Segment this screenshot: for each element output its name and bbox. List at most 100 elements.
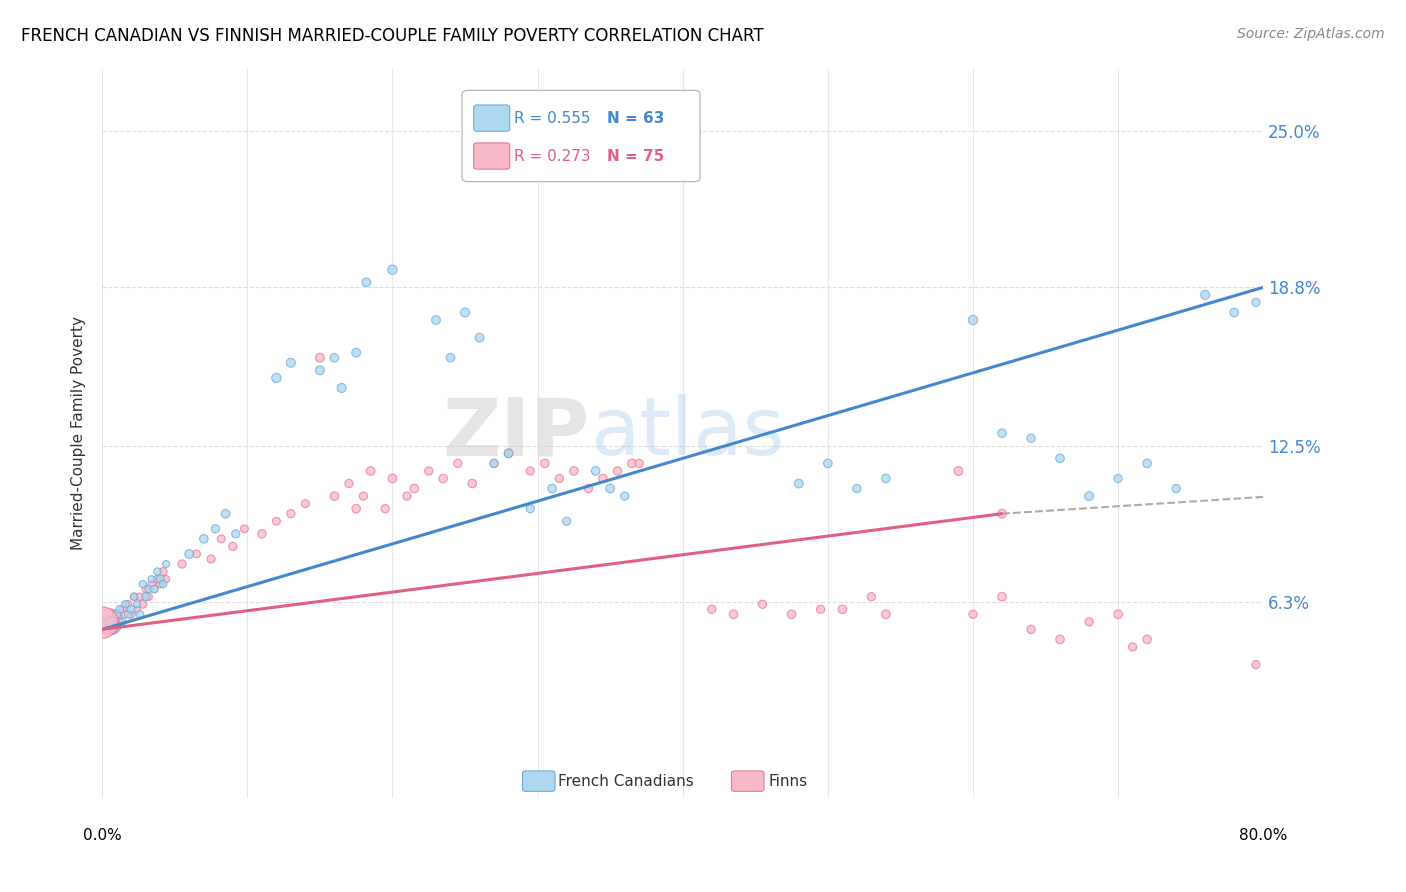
Text: N = 63: N = 63 [607,111,665,126]
Point [592,471,614,485]
Point [381,471,404,485]
Point [309,351,332,365]
Point [138,590,160,604]
Point [599,482,621,496]
Point [122,590,145,604]
Point [141,572,163,586]
Point [787,476,810,491]
Point [360,464,382,478]
Point [250,526,273,541]
Point [519,464,541,478]
Point [875,607,897,622]
Point [309,363,332,377]
Point [214,507,236,521]
Point [125,602,148,616]
Point [117,597,139,611]
Point [991,426,1014,441]
Point [105,607,128,622]
Point [141,577,163,591]
Point [108,602,131,616]
Y-axis label: Married-Couple Family Poverty: Married-Couple Family Poverty [72,316,86,550]
Text: French Canadians: French Canadians [558,773,695,789]
Point [425,313,447,327]
Point [860,590,883,604]
Point [200,552,222,566]
Point [700,602,723,616]
Point [519,501,541,516]
Point [991,590,1014,604]
Point [143,582,166,596]
Point [1078,489,1101,503]
Point [432,471,454,485]
Point [356,275,378,289]
Point [1194,288,1216,302]
Point [498,154,520,169]
Point [454,305,477,319]
Point [111,602,134,616]
Point [179,547,201,561]
Point [103,623,125,637]
Point [831,602,853,616]
Point [845,482,868,496]
Point [117,607,139,622]
Point [170,557,193,571]
Point [613,489,636,503]
Point [135,590,157,604]
Point [498,446,520,460]
Point [114,607,136,622]
Point [1049,632,1071,647]
Point [149,572,172,586]
Point [280,356,302,370]
Text: Source: ZipAtlas.com: Source: ZipAtlas.com [1237,27,1385,41]
Text: ZIP: ZIP [443,394,591,472]
Point [576,482,599,496]
FancyBboxPatch shape [463,90,700,182]
Point [120,602,142,616]
Point [222,540,245,554]
Point [323,351,346,365]
Point [352,489,374,503]
Point [155,572,177,586]
Point [468,331,491,345]
FancyBboxPatch shape [474,105,510,131]
Point [541,482,564,496]
Point [1019,623,1042,637]
Point [555,514,578,528]
Point [91,615,114,629]
Point [103,623,125,637]
Point [1107,471,1129,485]
Point [337,476,360,491]
Point [280,507,302,521]
Point [204,522,226,536]
Text: R = 0.273: R = 0.273 [515,149,591,163]
Point [381,262,404,277]
Point [135,582,157,596]
FancyBboxPatch shape [474,143,510,169]
Text: atlas: atlas [591,394,785,472]
Point [114,597,136,611]
Point [155,557,177,571]
Point [374,501,396,516]
Point [1122,640,1144,654]
Point [344,345,367,359]
Point [294,497,316,511]
Point [548,471,571,485]
Point [628,456,651,470]
Text: FRENCH CANADIAN VS FINNISH MARRIED-COUPLE FAMILY POVERTY CORRELATION CHART: FRENCH CANADIAN VS FINNISH MARRIED-COUPL… [21,27,763,45]
Point [149,577,172,591]
Point [606,464,628,478]
Point [146,572,169,586]
Point [1244,657,1267,672]
Point [138,582,160,596]
Point [1136,456,1159,470]
Text: N = 75: N = 75 [607,149,665,163]
Point [562,464,585,478]
Text: 80.0%: 80.0% [1239,828,1288,843]
Point [111,615,134,629]
Point [330,381,353,395]
Point [1078,615,1101,629]
Point [125,597,148,611]
Point [132,597,155,611]
Point [395,489,418,503]
Point [98,615,121,629]
